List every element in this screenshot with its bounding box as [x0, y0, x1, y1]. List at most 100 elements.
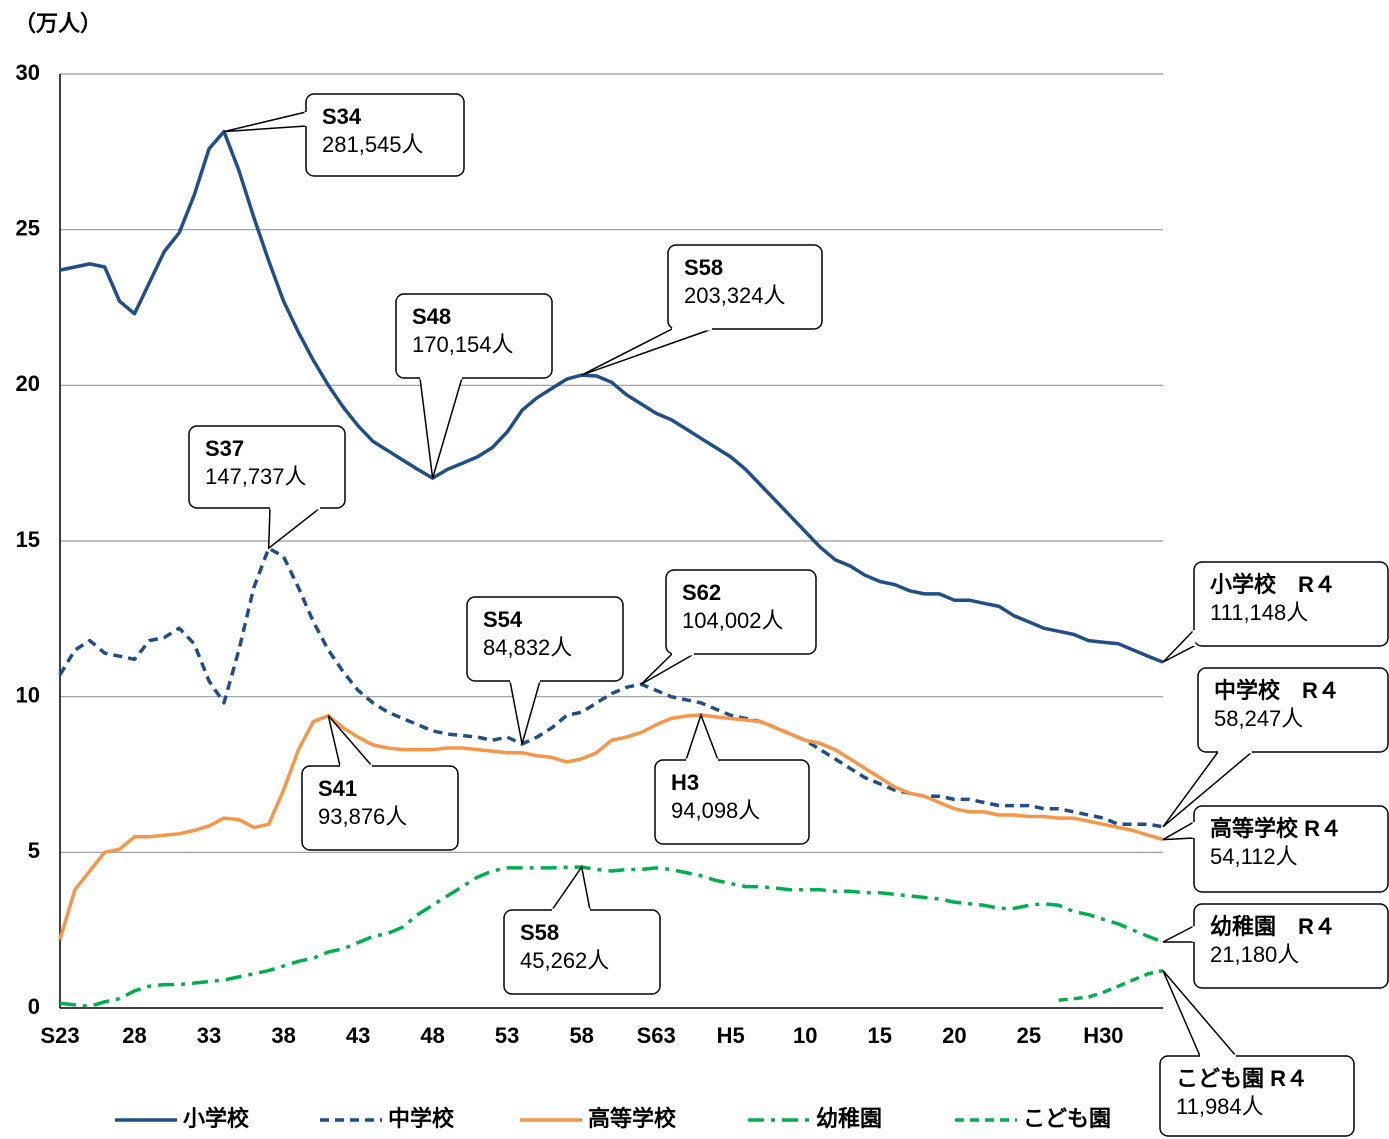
x-tick-label: H5	[717, 1023, 745, 1048]
callout: S48 170,154人	[395, 293, 553, 479]
callout-box	[188, 425, 346, 509]
legend-label: 高等学校	[588, 1106, 677, 1131]
callout-text: 94,098人	[671, 798, 760, 823]
series-line	[58, 713, 1164, 941]
x-tick-label: 53	[495, 1023, 519, 1048]
callout-text: 111,148人	[1210, 600, 1308, 625]
x-tick-label: S23	[40, 1023, 79, 1048]
callout-text: 93,876人	[318, 804, 407, 829]
x-tick-label: 58	[569, 1023, 593, 1048]
callout-box	[1159, 1055, 1355, 1137]
callout-title: S48	[412, 304, 451, 329]
callout-text: 58,247人	[1214, 706, 1303, 731]
callout-title: S41	[318, 776, 357, 801]
y-tick-label: 15	[16, 527, 40, 552]
x-tick-label: H30	[1083, 1023, 1123, 1048]
legend-label: 幼稚園	[816, 1106, 882, 1131]
callout-title: S58	[684, 255, 723, 280]
callout-text: 11,984人	[1176, 1094, 1264, 1119]
callout-box	[1193, 903, 1389, 989]
callout-box	[395, 293, 553, 379]
callout-box	[654, 759, 810, 845]
callout-title: S54	[483, 607, 523, 632]
callout-title: S37	[205, 436, 244, 461]
callout-title: S58	[520, 920, 559, 945]
callout: 高等学校 R４ 54,112人	[1162, 805, 1389, 893]
x-tick-label: 10	[793, 1023, 817, 1048]
callout-box	[301, 765, 459, 851]
callout-text: 281,545人	[322, 132, 424, 157]
callout-text: 147,737人	[205, 464, 307, 489]
callout-pointer	[640, 653, 697, 685]
series-line	[1058, 968, 1164, 1002]
legend-label: 小学校	[183, 1106, 250, 1131]
callout-title: こども園 R４	[1176, 1066, 1308, 1091]
callout-box	[305, 93, 465, 177]
x-tick-label: 33	[197, 1023, 221, 1048]
callout-pointer	[581, 328, 713, 376]
x-tick-label: 43	[346, 1023, 370, 1048]
callout-text: 45,262人	[520, 948, 609, 973]
x-tick-label: 25	[1017, 1023, 1041, 1048]
legend-label: こども園	[1023, 1106, 1111, 1131]
y-unit: （万人）	[14, 11, 102, 36]
callout-pointer	[223, 111, 307, 133]
callout: こども園 R４ 11,984人	[1159, 970, 1355, 1137]
x-tick-label: 15	[868, 1023, 892, 1048]
callout-box	[667, 244, 823, 330]
callout-text: 54,112人	[1210, 844, 1298, 869]
callout: 中学校 R４ 58,247人	[1162, 667, 1389, 828]
y-tick-label: 30	[16, 60, 40, 85]
callout-title: 小学校 R４	[1210, 572, 1336, 597]
callout-box	[1193, 561, 1389, 647]
callout-pointer	[1162, 924, 1195, 943]
callout-text: 84,832人	[483, 635, 572, 660]
callout-pointer	[1162, 628, 1195, 663]
callout: S41 93,876人	[301, 715, 459, 851]
callout-pointer	[1162, 820, 1195, 841]
callout: S37 147,737人	[188, 425, 346, 550]
y-tick-label: 5	[28, 838, 40, 863]
y-tick-label: 0	[28, 994, 40, 1019]
callout: 小学校 R４ 111,148人	[1162, 561, 1389, 663]
callout-title: 高等学校 R４	[1210, 816, 1342, 841]
callout-title: 幼稚園 R４	[1210, 914, 1336, 939]
callout-text: 170,154人	[412, 332, 514, 357]
series-line	[59, 865, 1164, 1009]
legend-label: 中学校	[388, 1106, 455, 1131]
callout-pointer	[684, 712, 720, 761]
callout-pointer	[550, 865, 591, 911]
callout-text: 21,180人	[1210, 942, 1299, 967]
y-tick-label: 25	[16, 215, 40, 240]
x-tick-label: S63	[637, 1023, 676, 1048]
callout-title: 中学校 R４	[1214, 678, 1340, 703]
series-line	[58, 546, 1164, 829]
x-tick-label: 48	[420, 1023, 444, 1048]
callout: S58 45,262人	[503, 865, 661, 995]
callout: 幼稚園 R４ 21,180人	[1162, 903, 1389, 989]
callout-box	[1197, 667, 1389, 753]
callout-pointer	[509, 680, 541, 745]
callout: S34 281,545人	[223, 93, 465, 177]
callout: S54 84,832人	[466, 596, 624, 745]
y-tick-label: 20	[16, 371, 40, 396]
callout-box	[665, 569, 817, 655]
y-tick-label: 10	[16, 682, 40, 707]
x-tick-label: 20	[942, 1023, 966, 1048]
callout: S58 203,324人	[581, 244, 823, 376]
callout: H3 94,098人	[654, 712, 810, 845]
callout-title: S34	[322, 104, 362, 129]
callout-title: S62	[682, 580, 721, 605]
callout: S62 104,002人	[640, 569, 817, 685]
series-line	[59, 129, 1164, 664]
callout-title: H3	[671, 770, 699, 795]
x-tick-label: 38	[271, 1023, 295, 1048]
callout-text: 104,002人	[682, 608, 784, 633]
callout-pointer	[419, 377, 464, 479]
x-tick-label: 28	[122, 1023, 146, 1048]
callout-box	[1193, 805, 1389, 893]
callout-box	[466, 596, 624, 682]
callout-pointer	[267, 507, 323, 550]
callout-text: 203,324人	[684, 283, 786, 308]
